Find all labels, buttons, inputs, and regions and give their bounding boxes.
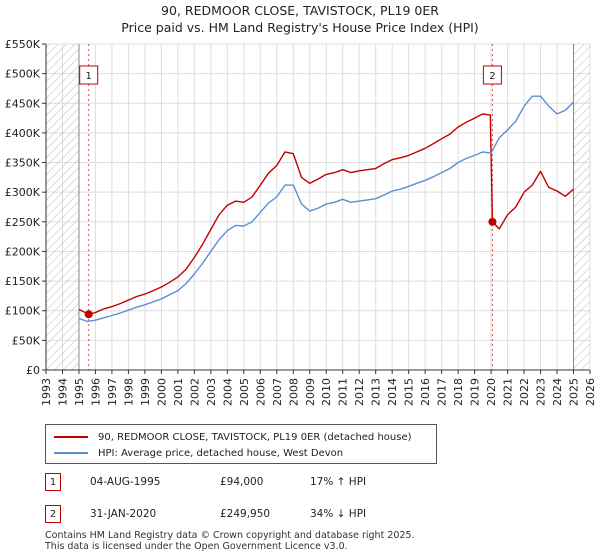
y-tick-label: £0 bbox=[26, 364, 40, 377]
x-tick-label: 1998 bbox=[122, 378, 135, 406]
plot-area bbox=[46, 44, 590, 370]
sale-hpi-diff: 34% ↓ HPI bbox=[310, 508, 367, 520]
x-tick-label: 2005 bbox=[238, 378, 251, 406]
y-tick-label: £50K bbox=[12, 334, 41, 347]
sale-point bbox=[488, 217, 497, 226]
x-tick-label: 2020 bbox=[485, 378, 498, 406]
hatch-region-before bbox=[46, 44, 79, 370]
y-tick-label: £300K bbox=[5, 186, 41, 199]
y-tick-label: £350K bbox=[5, 157, 41, 170]
x-tick-label: 2018 bbox=[452, 378, 465, 406]
y-tick-label: £200K bbox=[5, 245, 41, 258]
x-tick-label: 2016 bbox=[419, 378, 432, 406]
x-tick-label: 2012 bbox=[353, 378, 366, 406]
x-tick-label: 2025 bbox=[568, 378, 581, 406]
hatch-region-after bbox=[573, 44, 590, 370]
x-tick-label: 2017 bbox=[436, 378, 449, 406]
series-line-property bbox=[78, 113, 574, 315]
legend: 90, REDMOOR CLOSE, TAVISTOCK, PL19 0ER (… bbox=[45, 424, 437, 464]
legend-swatch-hpi bbox=[54, 452, 88, 454]
sale-marker-label-box bbox=[79, 65, 99, 85]
y-tick-label: £150K bbox=[5, 275, 41, 288]
x-tick-label: 2023 bbox=[535, 378, 548, 406]
sale-marker-label-box bbox=[482, 65, 502, 85]
sale-hpi-diff: 17% ↑ HPI bbox=[310, 476, 367, 488]
x-tick-label: 2007 bbox=[271, 378, 284, 406]
legend-label-hpi: HPI: Average price, detached house, West… bbox=[98, 447, 344, 459]
x-tick-label: 2009 bbox=[304, 378, 317, 406]
sale-row: 1 04-AUG-1995 £94,000 17% ↑ HPI bbox=[45, 473, 585, 493]
footer-copyright: Contains HM Land Registry data © Crown c… bbox=[45, 530, 415, 541]
x-tick-label: 2002 bbox=[188, 378, 201, 406]
x-tick-label: 2008 bbox=[287, 378, 300, 406]
chart-title: 90, REDMOOR CLOSE, TAVISTOCK, PL19 0ER bbox=[161, 3, 439, 18]
x-tick-label: 2001 bbox=[172, 378, 185, 406]
x-tick-label: 2024 bbox=[551, 378, 564, 406]
sale-marker-label: 2 bbox=[489, 71, 495, 82]
y-tick-label: £400K bbox=[5, 127, 41, 140]
sale-price: £249,950 bbox=[220, 508, 271, 520]
x-tick-label: 2026 bbox=[584, 378, 597, 406]
x-tick-label: 2006 bbox=[254, 378, 267, 406]
x-tick-label: 2021 bbox=[502, 378, 515, 406]
legend-label-property: 90, REDMOOR CLOSE, TAVISTOCK, PL19 0ER (… bbox=[98, 431, 412, 443]
sale-marker-label: 1 bbox=[86, 71, 92, 82]
sale-number-badge: 1 bbox=[45, 473, 61, 491]
sale-point bbox=[84, 310, 93, 319]
x-tick-label: 1997 bbox=[106, 378, 119, 406]
y-tick-label: £100K bbox=[5, 305, 41, 318]
x-tick-label: 1999 bbox=[139, 378, 152, 406]
x-tick-label: 2000 bbox=[155, 378, 168, 406]
y-tick-label: £250K bbox=[5, 216, 41, 229]
x-tick-label: 2019 bbox=[469, 378, 482, 406]
y-tick-label: £550K bbox=[5, 38, 41, 51]
x-tick-label: 1993 bbox=[40, 378, 53, 406]
sale-date: 04-AUG-1995 bbox=[90, 476, 161, 488]
sale-price: £94,000 bbox=[220, 476, 264, 488]
series-line-hpi bbox=[78, 95, 574, 323]
y-tick-label: £450K bbox=[5, 97, 41, 110]
chart-subtitle: Price paid vs. HM Land Registry's House … bbox=[121, 20, 479, 35]
x-tick-label: 2011 bbox=[337, 378, 350, 406]
sale-date: 31-JAN-2020 bbox=[90, 508, 157, 520]
x-tick-label: 2013 bbox=[370, 378, 383, 406]
x-tick-label: 2003 bbox=[205, 378, 218, 406]
price-chart: 1 2 £0 £50K £100K £150K £200K £250K £300K £350K £… bbox=[5, 38, 597, 406]
legend-item-hpi: HPI: Average price, detached house, West… bbox=[54, 445, 343, 461]
sale-row: 2 31-JAN-2020 £249,950 34% ↓ HPI bbox=[45, 505, 585, 525]
x-tick-label: 1994 bbox=[56, 378, 69, 406]
legend-item-property: 90, REDMOOR CLOSE, TAVISTOCK, PL19 0ER (… bbox=[54, 429, 412, 445]
x-tick-label: 2015 bbox=[403, 378, 416, 406]
x-tick-label: 2014 bbox=[386, 378, 399, 406]
x-tick-label: 1995 bbox=[73, 378, 86, 406]
x-tick-label: 1996 bbox=[89, 378, 102, 406]
y-tick-label: £500K bbox=[5, 68, 41, 81]
x-tick-label: 2022 bbox=[518, 378, 531, 406]
x-tick-label: 2010 bbox=[320, 378, 333, 406]
legend-swatch-property bbox=[54, 436, 88, 438]
sale-number-badge: 2 bbox=[45, 505, 61, 523]
x-tick-label: 2004 bbox=[221, 378, 234, 406]
footer-license: This data is licensed under the Open Gov… bbox=[45, 541, 348, 552]
footer: Contains HM Land Registry data © Crown c… bbox=[45, 530, 585, 552]
